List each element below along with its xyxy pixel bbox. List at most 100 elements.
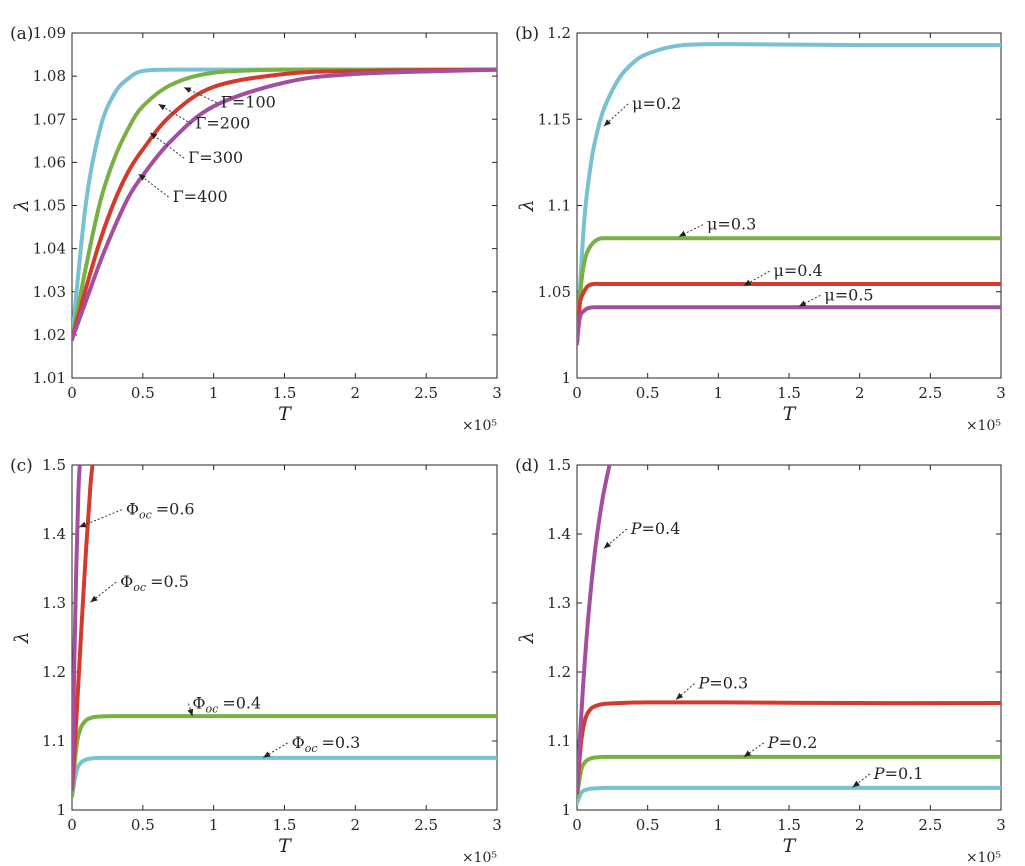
- annotation-arrow: [90, 581, 117, 603]
- x-tick-label: 3: [996, 384, 1006, 402]
- y-tick-label: 1.5: [547, 456, 571, 474]
- y-tick-label: 1.2: [547, 24, 571, 42]
- annotation-label: μ=0.2: [632, 94, 681, 113]
- annotation-arrow: [78, 509, 123, 528]
- y-tick-label: 1.1: [42, 732, 66, 750]
- annotation-arrow: [675, 683, 695, 700]
- x-tick-label: 2: [855, 384, 865, 402]
- y-tick-label: 1.4: [42, 525, 66, 543]
- annotation-arrow: [138, 173, 169, 198]
- panel-label: (a): [10, 24, 33, 44]
- series-line-1: [577, 785, 1001, 806]
- chart-panel-a: 0 0.5 1 1.5 2 2.5 3 1.01 1.02 1.03 1.04 1.05 1.06 1.0…: [10, 24, 502, 434]
- x-tick-label: 2.5: [918, 384, 942, 402]
- x-tick-label: 1.5: [777, 384, 801, 402]
- annotation-label: Γ=400: [173, 187, 228, 206]
- y-tick-label: 1: [561, 369, 571, 387]
- x-tick-label: 0.5: [636, 384, 660, 402]
- annotation-label: μ=0.4: [773, 261, 822, 280]
- annotation-label: μ=0.5: [824, 285, 873, 304]
- x-tick-label: 3: [492, 384, 502, 402]
- series-line-2: [72, 714, 497, 799]
- y-tick-label: 1.01: [33, 369, 66, 387]
- annotation-label: P=0.2: [767, 733, 818, 752]
- x-tick-label: 3: [996, 816, 1006, 834]
- x-tick-label: 1.5: [777, 816, 801, 834]
- y-axis-label: λ: [11, 631, 33, 644]
- x-tick-label: 3: [492, 816, 502, 834]
- y-tick-label: 1.2: [42, 663, 66, 681]
- y-tick-label: 1.08: [33, 67, 66, 85]
- y-tick-label: 1.2: [547, 663, 571, 681]
- x-tick-label: 0.5: [636, 816, 660, 834]
- series-line-2: [72, 67, 497, 342]
- annotation-label: Γ=300: [188, 148, 243, 167]
- annotation-label: P=0.4: [630, 519, 681, 538]
- x-tick-label: 1: [209, 816, 219, 834]
- y-tick-label: 1.06: [33, 153, 66, 171]
- series-line-1: [577, 42, 1001, 346]
- chart-panel-d: 0 0.5 1 1.5 2 2.5 311.11.21.31.41.5Tλ×10⁵(d)P=…: [515, 456, 1006, 866]
- series-line-1: [72, 67, 497, 342]
- series-line-4: [72, 465, 82, 792]
- y-tick-label: 1.04: [33, 240, 66, 258]
- y-tick-label: 1.3: [42, 594, 66, 612]
- y-axis-label: λ: [11, 199, 33, 212]
- annotation-arrow: [852, 773, 871, 788]
- series-line-2: [577, 236, 1001, 346]
- x-tick-label: 2: [351, 384, 361, 402]
- x-tick-label: 0: [67, 816, 77, 834]
- series-group: [577, 42, 1001, 346]
- y-tick-label: 1.03: [33, 283, 66, 301]
- y-tick-label: 1.07: [33, 110, 66, 128]
- series-group: [72, 465, 497, 799]
- series-line-3: [577, 700, 1001, 795]
- x-tick-label: 0: [572, 816, 582, 834]
- x-tick-label: 1.5: [273, 384, 297, 402]
- y-tick-label: 1.09: [33, 24, 66, 42]
- series-line-4: [72, 67, 497, 342]
- series-line-4: [577, 465, 612, 792]
- y-axis-label: λ: [516, 199, 538, 212]
- series-line-3: [72, 465, 95, 792]
- annotation-label: Γ=200: [195, 114, 250, 133]
- annotation-label: P=0.3: [698, 674, 749, 693]
- annotation-label: P=0.1: [873, 764, 924, 783]
- y-tick-label: 1.4: [547, 525, 571, 543]
- x-axis-label: T: [783, 403, 797, 425]
- x-tick-label: 1.5: [273, 816, 297, 834]
- x-axis-multiplier: ×10⁵: [462, 418, 498, 434]
- x-tick-label: 2: [351, 816, 361, 834]
- annotation-arrow: [603, 103, 629, 127]
- x-tick-label: 2.5: [414, 816, 438, 834]
- x-tick-label: 2.5: [414, 384, 438, 402]
- y-tick-label: 1.15: [538, 110, 571, 128]
- series-group: [577, 465, 1001, 806]
- chart-panel-b: 0 0.5 1 1.5 2 2.5 3 1 1.05 1.1 1.15 1.2 Tλ ×10⁵ (b) μ=0…: [515, 24, 1006, 434]
- x-tick-label: 1: [714, 816, 724, 834]
- annotation-label: Φoc =0.6: [126, 500, 195, 522]
- annotation-label: Φoc =0.3: [292, 733, 361, 755]
- x-axis-label: T: [783, 835, 797, 857]
- plot-frame: [71, 32, 498, 379]
- y-tick-label: 1.05: [538, 283, 571, 301]
- series-line-3: [72, 67, 497, 342]
- x-tick-label: 0: [572, 384, 582, 402]
- panel-label: (d): [515, 456, 539, 476]
- annotation-arrow: [262, 742, 288, 758]
- annotation-label: μ=0.3: [707, 215, 756, 234]
- series-line-2: [577, 754, 1001, 799]
- annotation-label: Φoc =0.4: [192, 694, 261, 716]
- panel-label: (b): [515, 24, 539, 44]
- x-tick-label: 0.5: [131, 816, 155, 834]
- series-group: [72, 67, 497, 342]
- series-line-3: [577, 281, 1001, 346]
- annotation-arrow: [798, 294, 821, 307]
- x-axis-multiplier: ×10⁵: [966, 418, 1002, 434]
- chart-panel-c: 0 0.5 1 1.5 2 2.5 311.11.21.31.41.5Tλ×10⁵(c)Φo…: [10, 456, 502, 866]
- annotation-label: Γ=100: [221, 93, 276, 112]
- annotation-arrow: [603, 528, 628, 549]
- x-tick-label: 0.5: [131, 384, 155, 402]
- x-tick-label: 1: [714, 384, 724, 402]
